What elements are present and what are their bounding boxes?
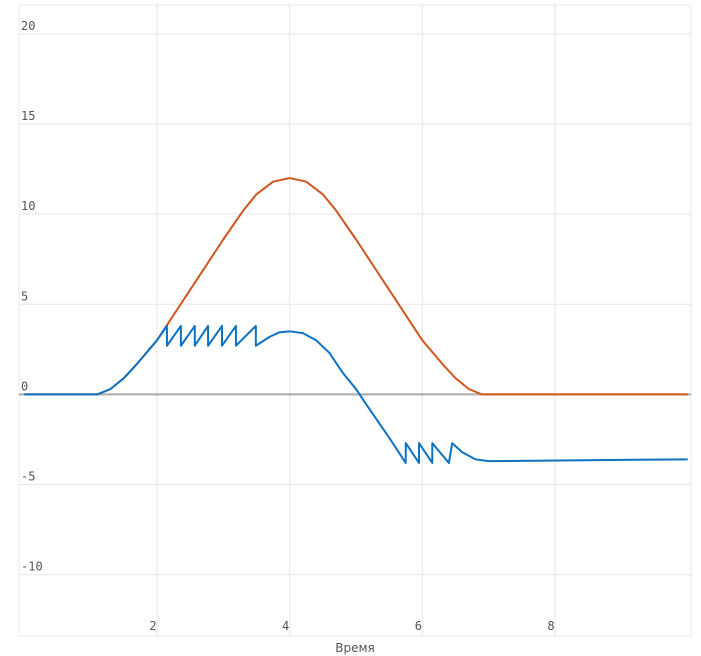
y-tick-label: -10 bbox=[21, 560, 43, 574]
y-tick-label: 5 bbox=[21, 289, 28, 303]
y-tick-label: 15 bbox=[21, 109, 35, 123]
series-line bbox=[24, 177, 688, 396]
plot-frame bbox=[18, 4, 692, 637]
series-line bbox=[24, 324, 688, 464]
x-axis-label: Время bbox=[335, 641, 375, 655]
y-tick-label: 10 bbox=[21, 199, 35, 213]
x-tick-label: 2 bbox=[149, 619, 156, 633]
y-tick-label: -5 bbox=[21, 470, 35, 484]
y-tick-label: 20 bbox=[21, 19, 35, 33]
x-tick-label: 6 bbox=[415, 619, 422, 633]
x-tick-label: 8 bbox=[547, 619, 554, 633]
x-tick-label: 4 bbox=[282, 619, 289, 633]
y-tick-label: 0 bbox=[21, 379, 28, 393]
